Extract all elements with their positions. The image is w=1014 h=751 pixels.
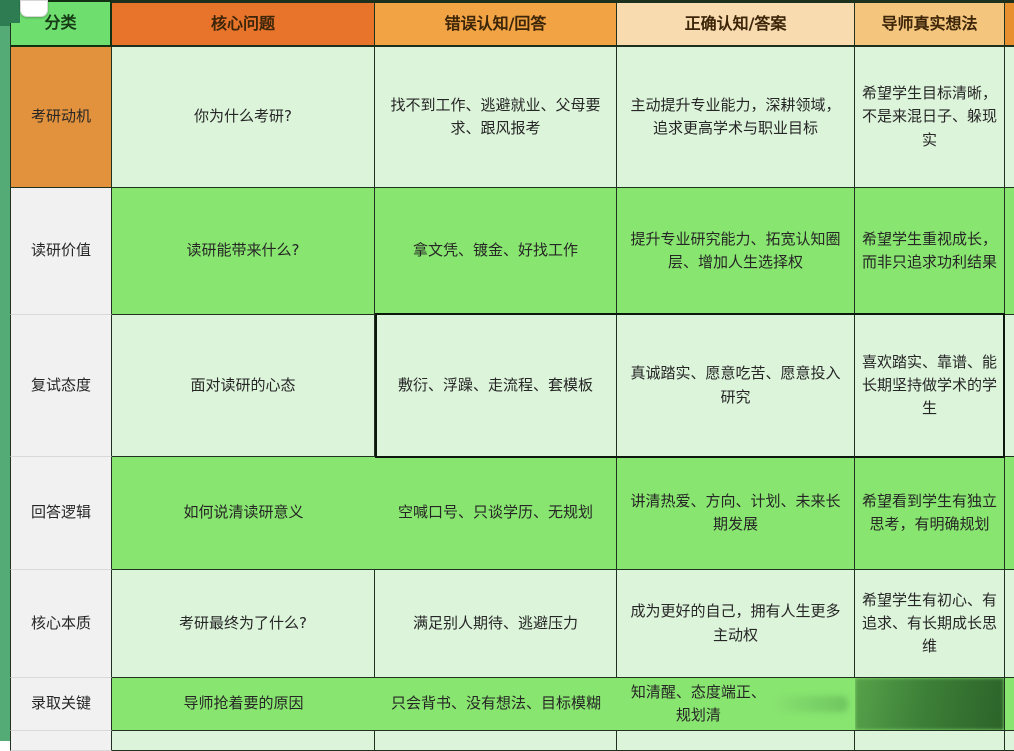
cell-category[interactable]: 考研动机 xyxy=(10,47,112,188)
column-header-wrong-answer[interactable]: 错误认知/回答 xyxy=(375,0,617,47)
cell-category[interactable]: 核心本质 xyxy=(10,570,112,678)
blurred-cell-content xyxy=(855,678,1004,730)
sheet-corner-block xyxy=(0,0,20,23)
cell-right[interactable]: 提升专业研究能力、拓宽认知圈层、增加人生选择权 xyxy=(617,188,855,315)
cell-mentor-blurred[interactable] xyxy=(855,678,1005,731)
cell-mentor[interactable]: 希望看到学生有独立思考，有明确规划 xyxy=(855,457,1005,570)
cell-category[interactable]: 录取关键 xyxy=(10,678,112,731)
cell-extra-clipped[interactable] xyxy=(1005,678,1014,731)
table-row: 读研价值 读研能带来什么? 拿文凭、镀金、好找工作 提升专业研究能力、拓宽认知圈… xyxy=(10,188,1014,315)
cell-question[interactable]: 如何说清读研意义 xyxy=(112,457,375,570)
cell-wrong[interactable]: 拿文凭、镀金、好找工作 xyxy=(375,188,617,315)
cell-mentor[interactable]: 希望学生有初心、有追求、有长期成长思维 xyxy=(855,570,1005,678)
table-row: 核心本质 考研最终为了什么? 满足别人期待、逃避压力 成为更好的自己，拥有人生更… xyxy=(10,570,1014,678)
column-header-extra-clipped[interactable] xyxy=(1005,0,1014,47)
cell-category[interactable]: 回答逻辑 xyxy=(10,457,112,570)
table-row: 复试态度 面对读研的心态 敷衍、浮躁、走流程、套模板 真诚踏实、愿意吃苦、愿意投… xyxy=(10,315,1014,457)
cell-wrong[interactable]: 空喊口号、只谈学历、无规划 xyxy=(375,457,617,570)
selection-handle[interactable] xyxy=(20,0,48,17)
table-row: 回答逻辑 如何说清读研意义 空喊口号、只谈学历、无规划 讲清热爱、方向、计划、未… xyxy=(10,457,1014,570)
cell-wrong[interactable]: 满足别人期待、逃避压力 xyxy=(375,570,617,678)
cell-mentor[interactable]: 喜欢踏实、靠谱、能长期坚持做学术的学生 xyxy=(855,315,1005,457)
cell-right[interactable]: 成为更好的自己，拥有人生更多主动权 xyxy=(617,570,855,678)
cell-category[interactable] xyxy=(10,731,112,751)
cell-right-text: 知清醒、态度端正、规划清 xyxy=(630,682,766,724)
cell-right[interactable]: 主动提升专业能力，深耕领域，追求更高学术与职业目标 xyxy=(617,47,855,188)
spreadsheet-table: 分类 核心问题 错误认知/回答 正确认知/答案 导师真实想法 考研动机 你为什么… xyxy=(10,0,1014,751)
cell-extra-clipped[interactable] xyxy=(1005,570,1014,678)
cell-question[interactable]: 面对读研的心态 xyxy=(112,315,375,457)
column-header-mentor-thoughts[interactable]: 导师真实想法 xyxy=(855,0,1005,47)
cell-right[interactable] xyxy=(617,731,855,751)
cell-right[interactable]: 真诚踏实、愿意吃苦、愿意投入研究 xyxy=(617,315,855,457)
cell-wrong[interactable]: 只会背书、没有想法、目标模糊 xyxy=(375,678,617,731)
cell-question[interactable]: 读研能带来什么? xyxy=(112,188,375,315)
blurred-text-smear xyxy=(776,696,848,712)
cell-question[interactable]: 你为什么考研? xyxy=(112,47,375,188)
cell-question[interactable] xyxy=(112,731,375,751)
cell-right[interactable]: 讲清热爱、方向、计划、未来长期发展 xyxy=(617,457,855,570)
cell-category[interactable]: 读研价值 xyxy=(10,188,112,315)
column-header-core-question[interactable]: 核心问题 xyxy=(112,0,375,47)
cell-category[interactable]: 复试态度 xyxy=(10,315,112,457)
cell-extra-clipped[interactable] xyxy=(1005,457,1014,570)
cell-mentor[interactable] xyxy=(855,731,1005,751)
cell-wrong[interactable]: 敷衍、浮躁、走流程、套模板 xyxy=(375,315,617,457)
column-header-right-answer[interactable]: 正确认知/答案 xyxy=(617,0,855,47)
cell-wrong[interactable] xyxy=(375,731,617,751)
cell-question[interactable]: 考研最终为了什么? xyxy=(112,570,375,678)
table-row: 录取关键 导师抢着要的原因 只会背书、没有想法、目标模糊 知清醒、态度端正、规划… xyxy=(10,678,1014,731)
table-row: 考研动机 你为什么考研? 找不到工作、逃避就业、父母要求、跟风报考 主动提升专业… xyxy=(10,47,1014,188)
column-header-category[interactable]: 分类 xyxy=(10,0,112,47)
cell-mentor[interactable]: 希望学生重视成长，而非只追求功利结果 xyxy=(855,188,1005,315)
cell-extra-clipped[interactable] xyxy=(1005,731,1014,751)
sheet-left-edge xyxy=(0,0,10,741)
header-row: 分类 核心问题 错误认知/回答 正确认知/答案 导师真实想法 xyxy=(10,0,1014,47)
cell-right[interactable]: 知清醒、态度端正、规划清 xyxy=(617,678,855,731)
cell-extra-clipped[interactable] xyxy=(1005,47,1014,188)
cell-extra-clipped[interactable] xyxy=(1005,315,1014,457)
cell-wrong[interactable]: 找不到工作、逃避就业、父母要求、跟风报考 xyxy=(375,47,617,188)
cell-extra-clipped[interactable] xyxy=(1005,188,1014,315)
cell-mentor[interactable]: 希望学生目标清晰，不是来混日子、躲现实 xyxy=(855,47,1005,188)
cell-question[interactable]: 导师抢着要的原因 xyxy=(112,678,375,731)
table-row-partial xyxy=(10,731,1014,751)
